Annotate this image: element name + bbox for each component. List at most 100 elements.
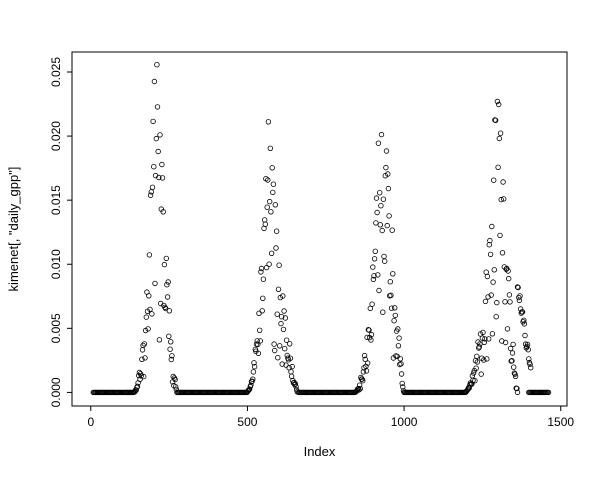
data-point: [368, 337, 374, 343]
data-point: [476, 344, 482, 350]
data-point: [399, 380, 405, 387]
data-point: [506, 275, 512, 282]
data-point: [283, 362, 289, 368]
data-point: [140, 342, 146, 349]
x-tick-label: 0: [87, 415, 94, 429]
data-point: [372, 248, 378, 254]
data-point: [514, 385, 520, 392]
data-point: [500, 179, 506, 185]
data-point: [373, 220, 379, 226]
data-point: [388, 305, 395, 311]
data-point: [278, 314, 285, 320]
data-point: [474, 359, 481, 365]
data-point: [470, 370, 477, 376]
data-point: [516, 294, 522, 301]
data-point: [507, 345, 514, 352]
data-point: [364, 334, 370, 341]
data-point: [474, 353, 480, 359]
data-point: [143, 314, 149, 320]
data-point: [156, 174, 162, 181]
data-point: [149, 311, 155, 317]
data-point: [166, 333, 172, 339]
data-point: [272, 202, 278, 208]
data-point: [160, 209, 166, 215]
data-point: [139, 356, 145, 362]
y-tick-label: 0.015: [49, 185, 63, 215]
data-point: [248, 382, 254, 388]
data-point: [287, 355, 294, 361]
data-point: [172, 376, 178, 383]
data-point: [370, 276, 377, 283]
data-point: [162, 304, 168, 311]
x-tick-label: 500: [237, 415, 257, 429]
data-point: [251, 360, 257, 366]
data-point: [278, 320, 284, 327]
data-point: [397, 356, 403, 362]
data-point: [270, 181, 277, 187]
data-point: [383, 148, 390, 154]
data-point: [494, 299, 500, 306]
data-point: [360, 369, 367, 375]
data-point: [371, 256, 378, 262]
data-point: [375, 140, 382, 146]
data-point: [280, 326, 287, 333]
data-point: [378, 202, 384, 209]
data-point: [486, 241, 492, 248]
data-point: [257, 327, 263, 333]
data-point: [499, 250, 506, 256]
x-tick-label: 1500: [547, 415, 574, 429]
data-point: [257, 338, 263, 344]
data-point: [527, 361, 533, 367]
data-point: [383, 164, 389, 171]
data-point: [392, 312, 398, 319]
data-point: [141, 341, 148, 347]
data-point: [363, 368, 370, 374]
data-point: [517, 293, 523, 299]
data-point: [524, 343, 530, 350]
data-point: [266, 261, 272, 267]
data-point: [373, 195, 380, 201]
data-point: [163, 255, 169, 262]
y-tick-label: 0.005: [49, 313, 63, 343]
data-point: [265, 177, 271, 183]
data-point: [172, 384, 179, 390]
data-point: [502, 339, 509, 346]
data-point: [488, 292, 494, 298]
x-tick-label: 1000: [391, 415, 418, 429]
data-point: [480, 329, 486, 336]
data-point: [490, 279, 496, 285]
data-point: [269, 165, 275, 171]
data-point: [153, 135, 159, 142]
data-point: [510, 341, 516, 348]
data-point: [250, 369, 257, 375]
data-point: [389, 227, 395, 233]
data-point: [509, 350, 516, 356]
data-point: [528, 365, 534, 371]
y-tick-label: 0.025: [49, 57, 63, 87]
data-point: [526, 356, 532, 362]
data-point: [366, 327, 372, 333]
data-point: [362, 356, 368, 362]
data-point: [509, 358, 515, 364]
data-point: [258, 265, 265, 272]
data-point: [270, 189, 276, 196]
data-point: [277, 343, 283, 349]
data-point: [491, 177, 497, 183]
data-point: [151, 78, 158, 85]
data-point: [139, 347, 146, 353]
y-tick-label: 0.010: [49, 249, 63, 279]
data-point: [381, 253, 387, 260]
data-point: [388, 292, 394, 298]
data-point: [154, 61, 160, 68]
data-point: [486, 336, 492, 342]
data-point: [133, 387, 139, 393]
data-point: [272, 347, 278, 354]
data-point: [522, 332, 528, 339]
data-point: [489, 331, 496, 337]
data-point: [154, 104, 161, 110]
data-point: [167, 346, 173, 352]
data-point: [137, 376, 143, 382]
data-point: [495, 164, 501, 170]
x-axis-label: Index: [303, 444, 336, 459]
data-point: [275, 355, 281, 361]
